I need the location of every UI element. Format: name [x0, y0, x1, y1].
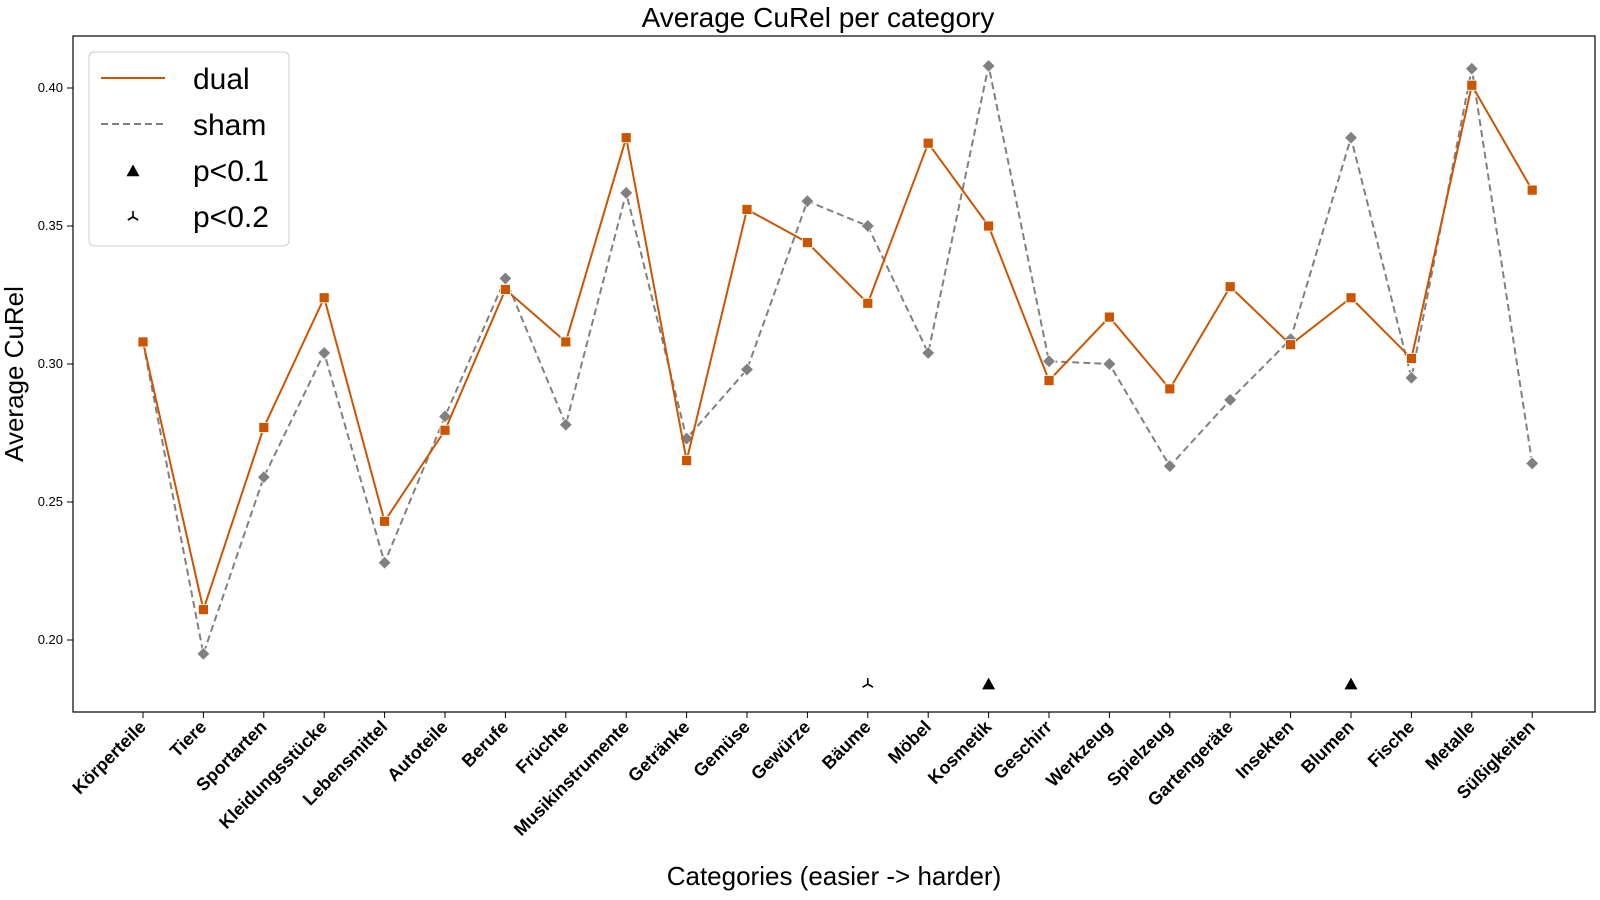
x-tick-label-musikinstrumente: Musikinstrumente [510, 717, 633, 840]
data-point-dual-baume [862, 297, 874, 309]
significance-marker-blumen [1344, 677, 1358, 690]
data-point-dual-metalle [1466, 79, 1478, 91]
y-axis: 0.20 0.25 0.30 0.35 0.40 [38, 80, 73, 647]
significance-markers [862, 677, 1358, 690]
data-point-dual-geschirr [1043, 375, 1055, 386]
x-tick-label-getranke: Getränke [624, 717, 693, 786]
significance-marker-kosmetik [982, 677, 996, 690]
legend-item-p-0-1: p<0.1 [126, 155, 269, 188]
data-point-dual-insekten [1285, 339, 1296, 351]
legend-label-p-0-1: p<0.1 [193, 155, 269, 188]
x-tick-label-tiere: Tiere [166, 717, 210, 761]
data-point-dual-blumen [1345, 292, 1357, 304]
data-point-sham-mobel [921, 345, 936, 361]
data-point-dual-gemuse [741, 204, 753, 215]
data-point-sham-berufe [498, 271, 513, 286]
data-point-sham-gemuse [739, 362, 755, 377]
x-tick-label-gemuse: Gemüse [689, 717, 753, 781]
x-axis-label: Categories (easier -> harder) [667, 861, 1002, 891]
x-tick-label-fische: Fische [1364, 717, 1418, 771]
x-tick-label-fruchte: Früchte [512, 717, 573, 778]
data-point-dual-werkzeug [1104, 311, 1115, 323]
data-point-dual-autoteile [439, 424, 451, 436]
legend-label-sham: sham [193, 109, 266, 142]
data-point-dual-korperteile [137, 336, 149, 348]
data-point-sham-gartengerate [1223, 392, 1238, 407]
data-point-sham-kleidungsstucke [317, 345, 332, 361]
legend: dual sham p<0.1 p<0.2 [88, 51, 290, 247]
x-tick-label-insekten: Insekten [1232, 717, 1298, 783]
data-point-sham-autoteile [437, 409, 453, 424]
data-point-dual-spielzeug [1164, 383, 1176, 395]
x-tick-label-baume: Bäume [818, 717, 875, 774]
x-tick-label-blumen: Blumen [1297, 717, 1358, 778]
x-tick-label-korperteile: Körperteile [68, 717, 149, 798]
y-tick-label: 0.20 [38, 632, 63, 647]
data-point-sham-sportarten [256, 470, 271, 485]
data-point-dual-fruchte [560, 336, 572, 348]
legend-box [88, 51, 290, 247]
chart-title: Average CuRel per category [642, 2, 995, 33]
significance-marker-baume [862, 678, 874, 688]
data-point-dual-sussigkeiten [1526, 184, 1538, 196]
legend-item-sham: sham [101, 109, 266, 142]
y-tick-label: 0.40 [38, 80, 63, 95]
data-point-sham-musikinstrumente [619, 185, 634, 200]
legend-label-p-0-2: p<0.2 [193, 201, 269, 234]
data-point-sham-metalle [1464, 61, 1479, 76]
data-point-dual-gartengerate [1224, 281, 1236, 293]
y-axis-label: Average CuRel [0, 286, 29, 462]
series-line-sham [142, 64, 1534, 655]
y-tick-label: 0.25 [38, 494, 63, 509]
data-point-dual-getranke [681, 455, 692, 467]
x-tick-label-metalle: Metalle [1421, 717, 1478, 774]
data-point-dual-tiere [197, 604, 209, 616]
x-tick-label-kosmetik: Kosmetik [924, 716, 996, 788]
plot-frame [72, 35, 1596, 713]
x-tick-label-werkzeug: Werkzeug [1042, 717, 1116, 791]
data-point-sham-werkzeug [1102, 356, 1117, 372]
data-point-sham-fische [1404, 370, 1419, 385]
data-point-sham-lebensmittel [377, 555, 392, 570]
data-point-sham-tiere [196, 646, 211, 661]
series-sham [135, 58, 1540, 661]
data-point-dual-gewurze [802, 237, 813, 248]
data-point-sham-fruchte [558, 417, 573, 432]
x-tick-label-mobel: Möbel [884, 717, 935, 768]
data-point-sham-gewurze [800, 194, 815, 209]
data-point-dual-kleidungsstucke [318, 292, 330, 304]
x-tick-label-kleidungsstucke: Kleidungsstücke [215, 717, 331, 833]
series-line-dual [142, 84, 1534, 611]
x-tick-label-gewurze: Gewürze [747, 717, 814, 784]
data-point-dual-fische [1406, 353, 1417, 364]
legend-label-dual: dual [193, 63, 250, 96]
y-tick-label: 0.30 [38, 356, 63, 371]
series-dual [137, 79, 1538, 616]
x-axis: Körperteile TiereSportartenKleidungsstück… [68, 712, 1539, 840]
data-point-dual-lebensmittel [379, 515, 391, 527]
data-point-dual-musikinstrumente [620, 132, 632, 144]
y-tick-label: 0.35 [38, 218, 63, 233]
data-point-sham-baume [860, 218, 875, 234]
data-point-sham-spielzeug [1162, 459, 1177, 474]
series-layer [135, 58, 1540, 661]
data-point-sham-blumen [1343, 130, 1359, 145]
legend-swatch-p-0-2 [127, 211, 139, 221]
legend-item-p-0-2: p<0.2 [127, 201, 269, 234]
data-point-sham-sussigkeiten [1525, 456, 1540, 471]
data-point-dual-kosmetik [983, 220, 994, 232]
data-point-sham-geschirr [1041, 354, 1057, 369]
x-tick-label-autoteile: Autoteile [383, 717, 452, 786]
legend-item-dual: dual [101, 63, 250, 96]
x-tick-label-berufe: Berufe [458, 717, 512, 771]
legend-swatch-p-0-1 [126, 164, 140, 177]
data-point-dual-sportarten [258, 422, 270, 433]
data-point-dual-mobel [922, 137, 934, 149]
data-point-sham-kosmetik [981, 58, 996, 73]
data-point-dual-berufe [499, 284, 511, 295]
